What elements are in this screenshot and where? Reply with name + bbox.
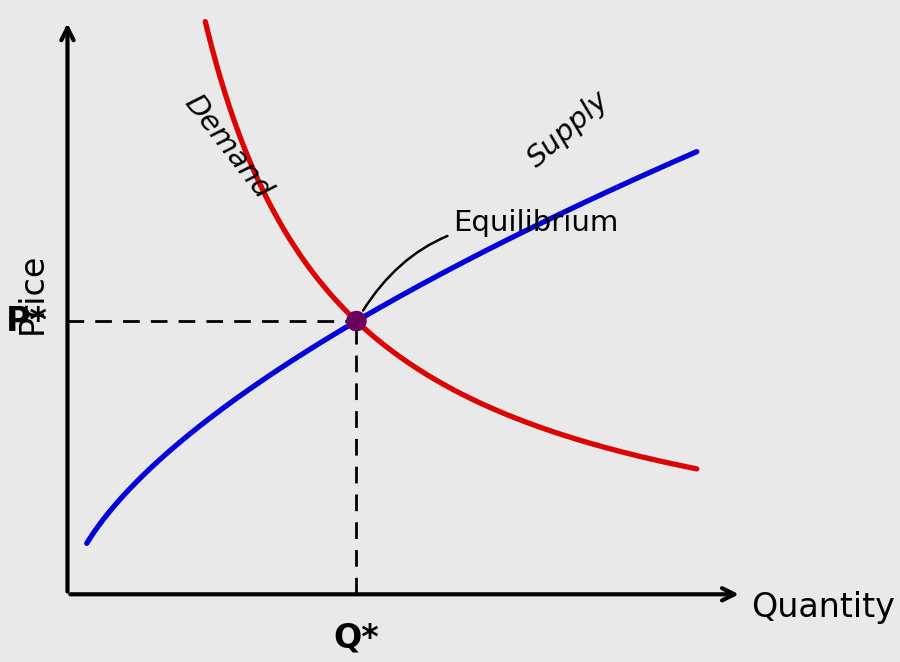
Point <box>349 316 364 326</box>
Text: Demand: Demand <box>179 89 277 203</box>
Text: Price: Price <box>15 253 49 334</box>
Text: Equilibrium: Equilibrium <box>363 209 618 310</box>
Text: Q*: Q* <box>334 622 379 655</box>
Text: P*: P* <box>6 305 49 338</box>
Text: Supply: Supply <box>522 86 615 173</box>
Text: Quantity: Quantity <box>752 591 896 624</box>
